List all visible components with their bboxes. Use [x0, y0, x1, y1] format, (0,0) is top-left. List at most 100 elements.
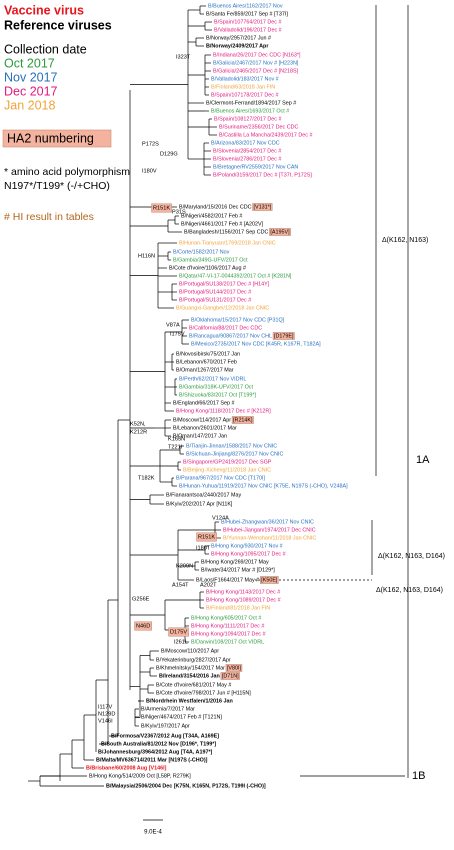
mutation-box — [260, 576, 279, 584]
leaf-label: B/England/66/2017 Sep # — [173, 400, 234, 406]
mutation-label: [R214K] — [233, 417, 253, 423]
leaf-label: B/Cote d'Ivoire/798/2017 Jun # [H115N] — [156, 690, 251, 696]
branch-label: V146I — [98, 718, 113, 724]
mutation-box — [225, 664, 243, 672]
leaf-label: B/Hunan-Yuhua/11919/2017 Nov CNIC [K75E,… — [179, 483, 348, 489]
legend-date: Oct 2017 — [4, 56, 55, 70]
branch-label: A202T — [200, 582, 217, 588]
leaf-label: B/Moscow/110/2017 Apr — [161, 648, 219, 654]
branch-label: T182K — [138, 475, 155, 481]
leaf-label: B/Suriname/2356/2017 Dec CDC — [219, 124, 299, 130]
branch-label: I180V — [142, 168, 157, 174]
branches — [28, 90, 131, 786]
mutation-box — [231, 416, 254, 424]
leaf-label: B/Parana/967/2017 Nov CDC [T170I] — [176, 475, 265, 481]
leaf-label: B/Indiana/26/2017 Dec CDC [N163*] — [213, 52, 301, 58]
leaf-label: B/Kyiv/202/2017 Apr [N11K] — [166, 501, 233, 507]
branch-label: R151K — [153, 205, 170, 211]
leaf-label: B/Ireland/3154/2016 Jan — [159, 673, 220, 679]
leaf-label: B/Galicia/2465/2017 Dec # [N218S] — [213, 68, 299, 74]
leaf-label: B/Arizona/83/2017 Nov CDC — [211, 140, 280, 146]
leaf-label: B/Malta/MV636714/2011 Mar [N197S (-CHO)] — [96, 757, 208, 763]
leaf-label: B/Buenos Aires/1162/2017 Nov — [208, 3, 283, 9]
leaf-label: B/Spain/107178/2017 Dec # — [211, 92, 278, 98]
legend-hi: # HI result in tables — [4, 211, 94, 223]
leaf-label: B/Lebanon/2601/2017 Mar — [173, 425, 237, 431]
branch-label: P31S — [172, 209, 186, 215]
leaf-label: B/Hong Kong/605/2017 Oct # — [191, 615, 261, 621]
clade-brackets — [143, 5, 409, 821]
leaf-label: B/Hong Kong/1118/2017 Dec # [K212R] — [176, 408, 271, 414]
branch-label: K165N — [168, 436, 185, 442]
clade-label: Δ(K162, N163) — [382, 237, 428, 244]
branch-label: I175V — [170, 331, 185, 337]
leaf-label: B/Rancagua/90867/2017 Nov CHL — [189, 333, 272, 339]
leaf-label: B/Hong Kong/1089/2017 Dec # — [206, 597, 281, 603]
leaf-label: B/Niger/4674/2017 Feb # [T121N] — [141, 714, 222, 720]
leaf-label: B/Hong Kong/1095/2017 Dec # — [211, 551, 286, 557]
mutation-box — [269, 228, 291, 236]
mutation-box — [196, 532, 217, 542]
leaf-label: B/Hunan-Tianyuan/1769/2018 Jan CNIC — [179, 240, 276, 246]
mutation-box — [220, 672, 240, 680]
leaf-label: B/Poland/3159/2017 Dec # [T37I, P172S] — [213, 172, 312, 178]
legend-polymorphism: * amino acid polymorphism — [4, 166, 130, 178]
leaf-label: B/Kyiv/197/2017 Apr — [141, 723, 190, 729]
scale-label: 9.0E-4 — [144, 830, 162, 836]
leaf-label: B/Armenia/7/2017 Mar — [141, 706, 195, 712]
leaf-label: B/Brisbane/60/2008 Aug [V146I] — [86, 765, 167, 771]
leaf-label: B/Shizuoka/83/2017 Oct [T199*] — [179, 392, 257, 398]
legend-ha2: HA2 numbering — [7, 131, 94, 145]
leaf-label: B/Guangxi-Gangbei/12/2018 Jan CNIC — [176, 305, 269, 311]
leaf-label: B/Oklahoma/15/2017 Nov CDC [P31Q] — [191, 317, 285, 323]
branch-label: I180T — [196, 545, 211, 551]
branch-label: I323T — [176, 54, 191, 60]
leaf-label: B/Valladolid/196/2017 Dec # — [214, 27, 282, 33]
leaf-label: B/Khmelnitsky/154/2017 Mar — [156, 665, 225, 671]
leaf-label: B/Oman/1267/2017 Mar — [176, 367, 234, 373]
mutation-box — [151, 203, 172, 213]
branch-label: N129D — [98, 711, 115, 717]
branch-label: K52N, — [130, 421, 146, 427]
leaf-label: B/Bretagne/RV2559/2017 Nov CAN — [213, 164, 298, 170]
branch-label: D129G — [160, 151, 178, 157]
leaf-label: B/Beijing-Xicheng/11/2018 Jan CNIC — [183, 467, 271, 473]
leaf-label: B/Bangladesh/1156/2017 Sep CDC — [184, 229, 269, 235]
branch-label: D175V — [170, 629, 187, 635]
leaf-label: B/Maryland/15/2016 Dec CDC — [179, 204, 252, 210]
branch-label: P172S — [142, 141, 159, 147]
branch-label: V87A — [166, 322, 180, 328]
leaf-label: B/Slovenia/2786/2017 Dec # — [213, 156, 281, 162]
legend-collection-title: Collection date — [4, 42, 87, 56]
leaf-label: B/Mexico/2735/2017 Nov CDC [K45R, K167R,… — [191, 341, 321, 347]
branch-label: I117V — [98, 704, 112, 710]
branch-label: R151K — [198, 534, 215, 540]
mutation-box — [252, 203, 273, 211]
leaf-label: B/Iwate/34/2017 Mar # [D129*] — [201, 567, 275, 573]
leaf-label: B/Norway/2957/2017 Jun # — [206, 35, 271, 41]
branch-label: K212R — [130, 429, 147, 435]
leaf-label: B/Galicia/2467/2017 Nov # [H223N] — [213, 60, 299, 66]
leaf-label: B/Fianarantsoa/2440/2017 May — [166, 492, 242, 498]
leaf-label: B/Oman/147/2017 Jan — [173, 433, 227, 439]
legend-polymorphism: N197*/T199* (-/+CHO) — [4, 180, 110, 192]
leaf-label: B/Portugal/SU144/2017 Dec # — [179, 289, 251, 295]
leaf-label: B/Clermont-Ferrand/1894/2017 Sep # — [206, 100, 296, 106]
mutation-label: [D71N] — [222, 673, 239, 679]
branch-label: H116N — [138, 253, 155, 259]
leaf-label: B/Portugal/SU138/2017 Dec # [H14Y] — [179, 281, 270, 287]
legend-date: Dec 2017 — [4, 84, 58, 98]
leaf-label: B/California/88/2017 Dec CDC — [189, 325, 262, 331]
leaf-label: B/South Australia/81/2012 Nov [D196*, T1… — [101, 741, 216, 747]
leaf-label: B/Gambia/349G-UFV/2017 Oct — [173, 257, 248, 263]
mutation-box — [168, 627, 189, 637]
leaf-label: B/Nigeri/4582/2017 Feb # — [181, 213, 242, 219]
leaf-label: B/Slovenia/2854/2017 Dec # — [213, 148, 281, 154]
leaf-label: B/Corte/1582/2017 Nov — [173, 249, 230, 255]
legend-date: Nov 2017 — [4, 70, 58, 84]
clade-label: Δ(K162, N163, D164) — [376, 587, 443, 594]
mutation-box — [134, 621, 153, 631]
clade-label: Δ(K162, N163, D164) — [378, 553, 445, 560]
leaf-label: B/Finland/81/2018 Jan FIN — [206, 605, 270, 611]
